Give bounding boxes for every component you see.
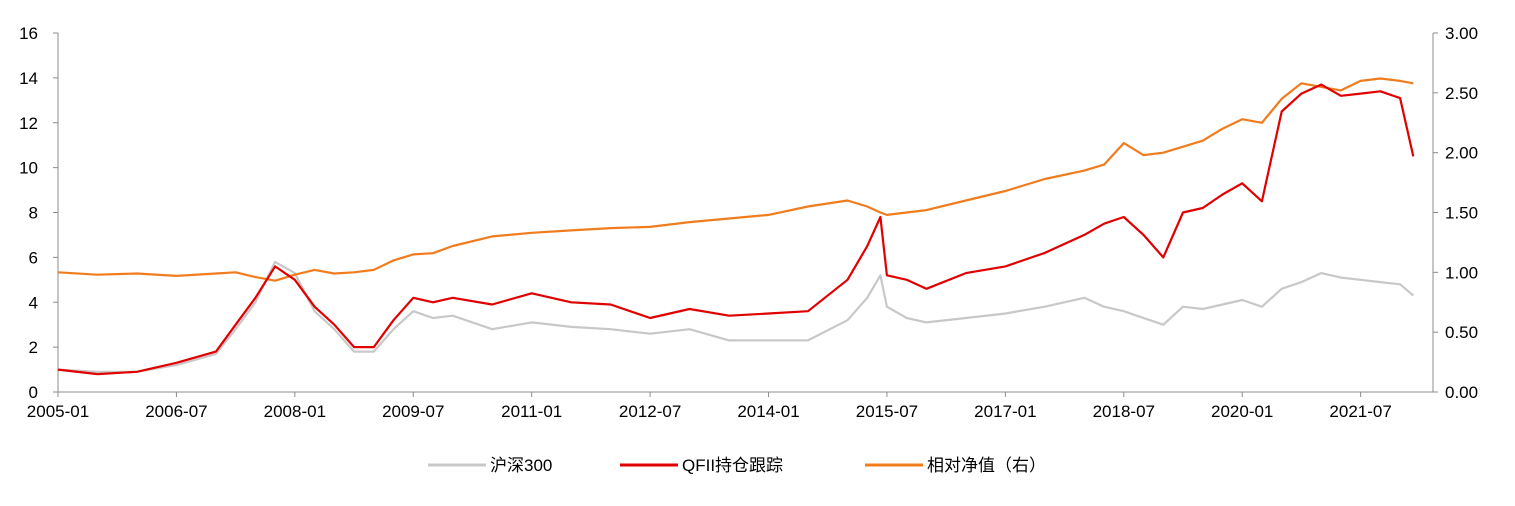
x-tick-label: 2020-01 xyxy=(1211,402,1273,421)
y-tick-label: 0 xyxy=(29,383,38,402)
y-tick-label: 6 xyxy=(29,248,38,267)
y2-tick-label: 0.00 xyxy=(1445,383,1478,402)
y2-tick-label: 3.00 xyxy=(1445,24,1478,43)
x-tick-label: 2009-07 xyxy=(382,402,444,421)
x-tick-label: 2006-07 xyxy=(145,402,207,421)
y-tick-label: 14 xyxy=(19,69,38,88)
series-lines xyxy=(57,77,1415,376)
x-tick-label: 2014-01 xyxy=(737,402,799,421)
y2-tick-label: 1.00 xyxy=(1445,263,1478,282)
x-tick-label: 2012-07 xyxy=(619,402,681,421)
x-tick-label: 2011-01 xyxy=(501,402,562,421)
y2-tick-label: 2.50 xyxy=(1445,84,1478,103)
x-tick-label: 2008-01 xyxy=(264,402,326,421)
y2-tick-label: 0.50 xyxy=(1445,323,1478,342)
legend-label: QFII持仓跟踪 xyxy=(682,456,783,475)
x-tick-label: 2005-01 xyxy=(27,402,89,421)
series-line-1 xyxy=(57,83,1415,376)
y-tick-label: 8 xyxy=(29,204,38,223)
y2-tick-label: 1.50 xyxy=(1445,204,1478,223)
y-tick-label: 4 xyxy=(29,293,38,312)
y-tick-label: 12 xyxy=(19,114,38,133)
tick-labels: 0 2 4 6 8 10 12 14 16 0.00 0.50 1.00 1.50 2.00 2.50 3.0… xyxy=(19,24,1478,421)
y-tick-label: 16 xyxy=(19,24,38,43)
legend-label: 相对净值（右） xyxy=(927,456,1046,475)
series-line-2 xyxy=(57,77,1414,282)
y-tick-label: 2 xyxy=(29,338,38,357)
axes xyxy=(53,32,1438,397)
x-tick-label: 2021-07 xyxy=(1329,402,1391,421)
legend-label: 沪深300 xyxy=(490,456,552,475)
x-tick-label: 2015-07 xyxy=(856,402,918,421)
y2-tick-label: 2.00 xyxy=(1445,144,1478,163)
x-tick-label: 2017-01 xyxy=(974,402,1036,421)
x-tick-label: 2018-07 xyxy=(1093,402,1155,421)
legend: 沪深300 QFII持仓跟踪 相对净值（右） xyxy=(428,456,1046,475)
y-tick-label: 10 xyxy=(19,159,38,178)
